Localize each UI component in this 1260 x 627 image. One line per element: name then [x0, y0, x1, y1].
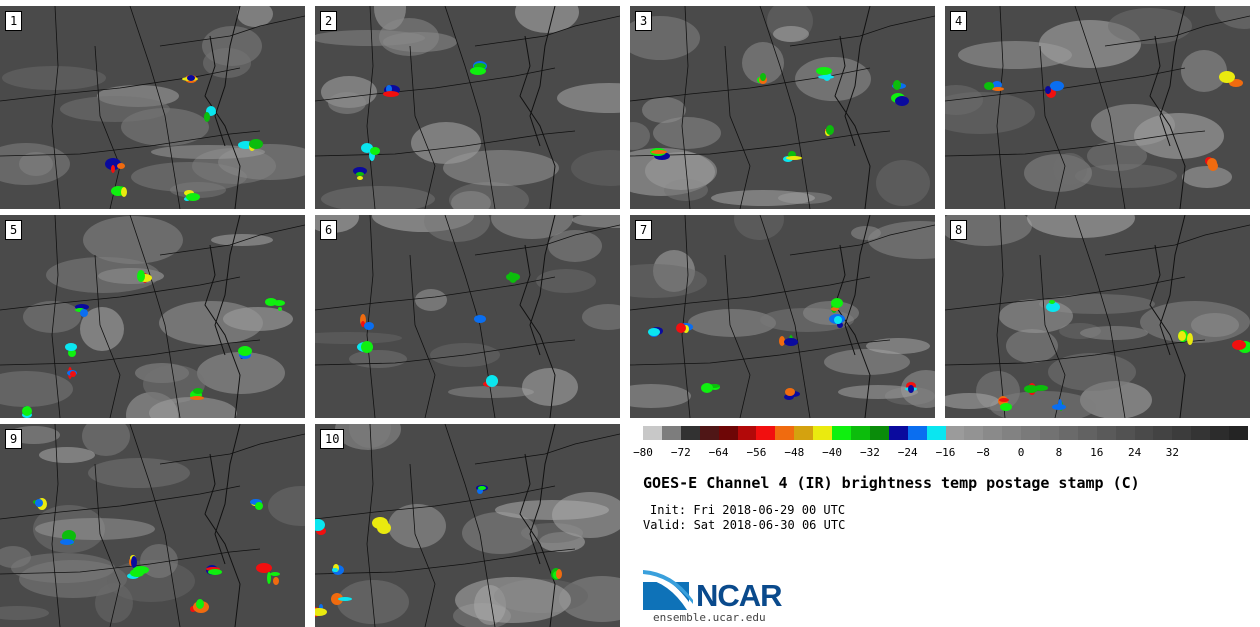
colorbar [643, 426, 1248, 440]
colorbar-tick-label: 16 [1090, 446, 1104, 459]
colorbar-tick-label: 24 [1127, 446, 1142, 459]
panel-number: 5 [5, 220, 23, 240]
colorbar-tick-label: −72 [670, 446, 691, 459]
colorbar-swatch [964, 426, 984, 440]
colorbar-swatch [1134, 426, 1154, 440]
colorbar-swatch [680, 426, 700, 440]
forecast-panel-9: 9 [0, 424, 305, 627]
panel-number: 10 [320, 429, 345, 449]
colorbar-swatch [869, 426, 889, 440]
colorbar-swatch [832, 426, 851, 440]
colorbar-swatch [888, 426, 908, 440]
colorbar-swatch [794, 426, 814, 440]
colorbar-swatch [1002, 426, 1022, 440]
forecast-panel-1: 1 [0, 6, 305, 209]
colorbar-swatch [1191, 426, 1211, 440]
colorbar-swatch [1115, 426, 1135, 440]
colorbar-tick-label: −80 [633, 446, 653, 459]
colorbar-tick-label: 8 [1055, 446, 1063, 459]
colorbar-tick-label: 0 [1017, 446, 1025, 459]
colorbar-swatch [699, 426, 719, 440]
colorbar-tick-label: −16 [935, 446, 956, 459]
panel-number: 1 [5, 11, 23, 31]
colorbar-swatch [718, 426, 738, 440]
forecast-panel-3: 3 [630, 6, 935, 209]
colorbar-swatch [1172, 426, 1192, 440]
colorbar-swatch [926, 426, 946, 440]
colorbar-tick-label: −40 [822, 446, 843, 459]
colorbar-swatch [1077, 426, 1097, 440]
colorbar-swatch [1040, 426, 1059, 440]
forecast-panel-2: 2 [315, 6, 620, 209]
panel-number: 8 [950, 220, 968, 240]
init-time: Init: Fri 2018-06-29 00 UTC [650, 503, 846, 517]
panel-number: 3 [635, 11, 653, 31]
colorbar-swatch [1153, 426, 1173, 440]
colorbar-swatch [737, 426, 757, 440]
colorbar-swatch [643, 426, 662, 440]
colorbar-swatch [945, 426, 965, 440]
panel-number: 2 [320, 11, 338, 31]
panel-number: 7 [635, 220, 653, 240]
colorbar-swatch [1021, 426, 1041, 440]
colorbar-swatch [983, 426, 1003, 440]
colorbar-tick-label: −56 [746, 446, 767, 459]
forecast-panel-6: 6 [315, 215, 620, 418]
colorbar-swatch [907, 426, 927, 440]
colorbar-swatch [1096, 426, 1116, 440]
colorbar-tick-label: −64 [708, 446, 729, 459]
colorbar-swatch [1229, 426, 1248, 440]
panel-number: 4 [950, 11, 968, 31]
colorbar-swatch [661, 426, 681, 440]
colorbar-tick-label: −24 [897, 446, 918, 459]
colorbar-swatch [775, 426, 795, 440]
ncar-logo-icon [643, 570, 693, 610]
colorbar-swatch [850, 426, 870, 440]
colorbar-tick-label: 32 [1165, 446, 1180, 459]
forecast-panel-7: 7 [630, 215, 935, 418]
ncar-logo-text: NCAR [696, 578, 783, 613]
forecast-panel-4: 4 [945, 6, 1250, 209]
panel-number: 6 [320, 220, 338, 240]
colorbar-tick-label: −8 [976, 446, 990, 459]
valid-time: Valid: Sat 2018-06-30 06 UTC [643, 518, 846, 532]
colorbar-swatch [756, 426, 776, 440]
colorbar-swatch [813, 426, 833, 440]
forecast-panel-5: 5 [0, 215, 305, 418]
page-title: GOES-E Channel 4 (IR) brightness temp po… [643, 474, 1140, 492]
colorbar-tick-label: −48 [784, 446, 805, 459]
site-url: ensemble.ucar.edu [653, 611, 766, 624]
colorbar-swatch [1210, 426, 1230, 440]
forecast-panel-8: 8 [945, 215, 1250, 418]
forecast-panel-10: 10 [315, 424, 620, 627]
colorbar-swatch [1058, 426, 1078, 440]
colorbar-tick-label: −32 [859, 446, 880, 459]
panel-number: 9 [5, 429, 23, 449]
